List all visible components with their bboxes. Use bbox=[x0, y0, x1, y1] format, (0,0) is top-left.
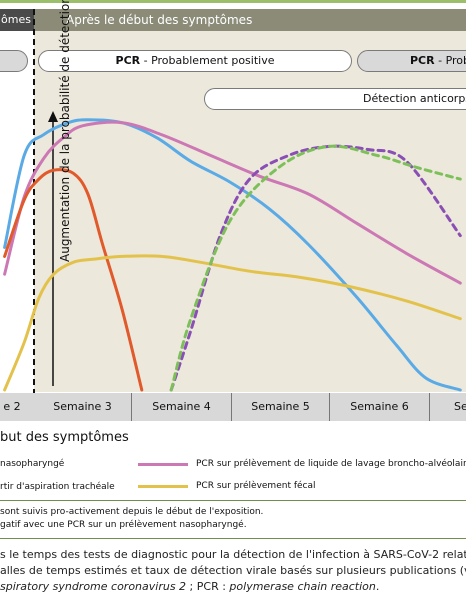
caption-separator bbox=[0, 538, 466, 539]
legend-swatch-fecal bbox=[138, 485, 188, 488]
series-line-0 bbox=[3, 118, 462, 392]
caption-end: . bbox=[375, 580, 380, 593]
series-line-3 bbox=[3, 254, 462, 392]
caption-line-1: s le temps des tests de diagnostic pour … bbox=[0, 548, 466, 561]
tick-label-week-3: Semaine 3 bbox=[53, 400, 112, 413]
tick-label-week-2: e 2 bbox=[3, 400, 21, 413]
caption-abbrev-sars: spiratory syndrome coronavirus 2 bbox=[0, 580, 187, 593]
legend-label-fecal: PCR sur prélèvement fécal bbox=[196, 481, 316, 491]
header-before-onset: ômes bbox=[0, 9, 34, 31]
series-line-1 bbox=[3, 120, 462, 285]
legend-label-tracheal: rtir d'aspiration trachéale bbox=[0, 482, 115, 492]
tick-label-week-4: Semaine 4 bbox=[131, 393, 231, 421]
caption-line-3: spiratory syndrome coronavirus 2 ; PCR :… bbox=[0, 580, 379, 593]
pill-pcr-positive: PCR - Probablement positive bbox=[38, 50, 352, 72]
series-line-4 bbox=[169, 144, 462, 392]
pill-pcr-right-bold: PCR bbox=[410, 54, 435, 67]
pill-pcr-right: PCR - Prob bbox=[357, 50, 466, 72]
tick-label-week-6: Semaine 6 bbox=[329, 393, 429, 421]
caption-sep: ; PCR : bbox=[186, 580, 230, 593]
header-after-onset: Après le début des symptômes bbox=[34, 9, 466, 31]
caption-line-2: alles de temps estimés et taux de détect… bbox=[0, 564, 466, 577]
legend-swatch-bronchoalveolar bbox=[138, 463, 188, 466]
header-before-onset-label: ômes bbox=[1, 13, 31, 26]
series-line-5 bbox=[169, 144, 462, 392]
caption-abbrev-pcr: polymerase chain reaction bbox=[229, 580, 376, 593]
footnote-1: sont suivis pro-activement depuis le déb… bbox=[0, 507, 264, 517]
pill-pcr-positive-bold: PCR bbox=[115, 54, 141, 67]
legend-label-bronchoalveolar: PCR sur prélèvement de liquide de lavage… bbox=[196, 459, 466, 469]
pill-pcr-right-rest: - Prob bbox=[438, 54, 466, 67]
header-after-onset-label: Après le début des symptômes bbox=[66, 13, 253, 27]
series-line-2 bbox=[3, 168, 144, 392]
tick-label-week-7: Se bbox=[429, 393, 466, 421]
legend-separator bbox=[0, 500, 466, 501]
y-axis-label: Augmentation de la probabilité de détect… bbox=[58, 0, 72, 262]
legend-label-nasopharynx: nasopharyngé bbox=[0, 459, 65, 469]
legend-title: but des symptômes bbox=[0, 430, 129, 445]
pill-pcr-positive-rest: - Probablement positive bbox=[140, 54, 275, 67]
top-accent-line bbox=[0, 0, 466, 3]
tick-label-week-5: Semaine 5 bbox=[231, 393, 329, 421]
pill-before-onset bbox=[0, 50, 28, 72]
week-axis-band bbox=[0, 393, 466, 421]
footnote-2: gatif avec une PCR sur un prélèvement na… bbox=[0, 520, 247, 530]
pill-antibody-detection: Détection anticorps bbox=[204, 88, 466, 110]
y-axis-arrow-head bbox=[48, 111, 58, 122]
pill-antibody-label: Détection anticorps bbox=[363, 92, 466, 105]
